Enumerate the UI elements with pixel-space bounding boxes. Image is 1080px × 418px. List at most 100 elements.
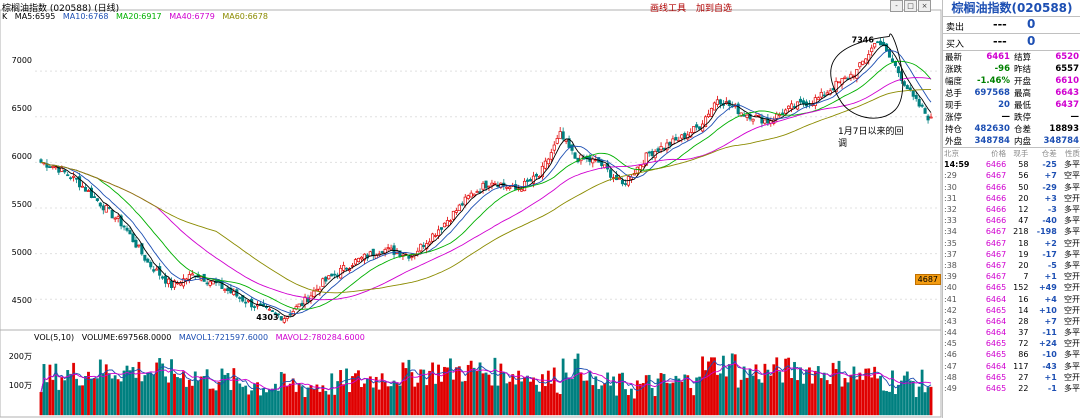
tick-row[interactable]: :35 6467 18 +2 空开 [943, 238, 1080, 249]
tick-row[interactable]: :49 6465 22 -1 多平 [943, 383, 1080, 394]
quote-stat-row: 幅度 -1.46% 开盘 6610 [943, 75, 1080, 87]
volume-bar [451, 379, 455, 416]
tick-price: 6467 [985, 227, 1007, 237]
add-favorite-link[interactable]: 加到自选 [696, 4, 733, 14]
volume-bar [796, 380, 799, 416]
volume-bar [110, 378, 114, 416]
volume-bar [357, 370, 360, 416]
volume-bar [285, 385, 289, 416]
tick-row[interactable]: :45 6465 72 +24 空开 [943, 338, 1080, 349]
tick-row[interactable]: :32 6466 12 -3 多平 [943, 204, 1080, 215]
candle-body [475, 191, 479, 193]
tick-price: 6465 [985, 305, 1007, 315]
candle-body [169, 280, 174, 288]
candle-body [787, 105, 791, 109]
tick-row[interactable]: :37 6467 19 -17 多平 [943, 249, 1080, 260]
volume-axis-label: 200万 [8, 352, 32, 361]
candle-body [790, 103, 794, 110]
volume-bar [899, 380, 903, 416]
tick-row[interactable]: :44 6464 37 -11 多平 [943, 327, 1080, 338]
volume-bar [315, 384, 319, 416]
volume-bar [867, 368, 871, 416]
tick-nature: 多平 [1064, 384, 1080, 394]
volume-bar [896, 384, 900, 416]
candle-body [567, 138, 571, 148]
candle-body [306, 297, 310, 303]
ma40-line [40, 77, 932, 301]
tick-row[interactable]: :31 6466 20 +3 空开 [943, 193, 1080, 204]
tick-row[interactable]: :30 6466 50 -29 多平 [943, 182, 1080, 193]
tick-table[interactable]: 北京 价格 现手 仓差 性质 14:59 6466 58 -25 多平:29 6467 56 +7 空平:… [943, 148, 1080, 394]
tick-row[interactable]: :40 6465 152 +49 空开 [943, 282, 1080, 293]
volume-bar [259, 395, 262, 416]
volume-bar [775, 357, 779, 416]
candle-body [908, 87, 912, 90]
candle-body [119, 215, 123, 227]
price-axis-label: 5500 [11, 200, 32, 209]
tick-row[interactable]: :34 6467 218 -198 多平 [943, 226, 1080, 237]
volume-bar [926, 387, 930, 416]
volume-bar [339, 370, 343, 416]
volume-bar [834, 369, 838, 416]
tick-row[interactable]: :33 6466 47 -40 多平 [943, 215, 1080, 226]
volume-bar [449, 358, 452, 416]
tick-time: :47 [944, 361, 957, 371]
volume-bar [665, 382, 669, 416]
volume-bar [624, 389, 627, 416]
volume-bar [443, 366, 446, 416]
candle-body [905, 85, 909, 90]
tick-volume: 152 [1013, 283, 1029, 293]
volume-bar [526, 375, 529, 416]
volume-bar [567, 377, 571, 416]
candle-body [98, 202, 102, 207]
volume-bar [644, 375, 648, 416]
candle-body [647, 151, 651, 154]
volume-bar [641, 383, 645, 416]
volume-bar [217, 382, 221, 416]
tick-row[interactable]: :46 6465 86 -10 多平 [943, 349, 1080, 360]
tick-row[interactable]: :39 6467 7 +1 空开 [943, 271, 1080, 282]
tick-row[interactable]: :48 6465 27 +1 空开 [943, 372, 1080, 383]
volume-bar [612, 376, 615, 416]
tick-row[interactable]: :47 6464 117 -43 多平 [943, 361, 1080, 372]
candle-body [457, 204, 461, 212]
tick-row[interactable]: :38 6467 20 -5 多平 [943, 260, 1080, 271]
volume-bar [653, 396, 657, 416]
tick-volume: 47 [1018, 216, 1029, 226]
draw-tool-link[interactable]: 画线工具 [650, 4, 687, 14]
high-label: 7346 [852, 35, 875, 44]
volume-bar [454, 367, 458, 416]
tick-oi-change: -40 [1042, 216, 1057, 226]
candle-body [763, 119, 767, 124]
maximize-button[interactable]: □ [904, 0, 917, 12]
tick-oi-change: +4 [1044, 294, 1057, 304]
tick-row[interactable]: :41 6464 16 +4 空开 [943, 293, 1080, 304]
volume-bar [146, 372, 150, 416]
volume-bar [208, 388, 212, 416]
minimize-button[interactable]: - [890, 0, 903, 12]
volume-bar [769, 375, 773, 416]
candle-body [428, 241, 432, 245]
volume-bar [39, 391, 43, 416]
tick-row[interactable]: :42 6465 14 +10 空开 [943, 305, 1080, 316]
close-button[interactable]: × [918, 0, 931, 12]
volume-bar [413, 386, 417, 416]
candle-body [113, 217, 117, 220]
volume-bar [380, 373, 384, 416]
stat-label: 总手 [945, 89, 963, 99]
candle-body [757, 114, 761, 117]
volume-bar [671, 382, 675, 416]
tick-row[interactable]: :29 6467 56 +7 空平 [943, 170, 1080, 181]
volume-bar [238, 383, 242, 416]
volume-bar [297, 383, 301, 416]
volume-bar [244, 385, 248, 416]
tick-time: :42 [944, 305, 957, 315]
candle-body [386, 247, 390, 249]
tick-row[interactable]: 14:59 6466 58 -25 多平 [943, 159, 1080, 170]
volume-bar [698, 376, 702, 416]
candle-body [929, 116, 933, 119]
volume-bar [336, 381, 340, 416]
kline-chart-panel[interactable]: 7346 4303 1月7日以来的回调 棕榈油指数 (020588) (日线) 画线… [0, 0, 942, 418]
tick-row[interactable]: :43 6464 28 +7 空开 [943, 316, 1080, 327]
